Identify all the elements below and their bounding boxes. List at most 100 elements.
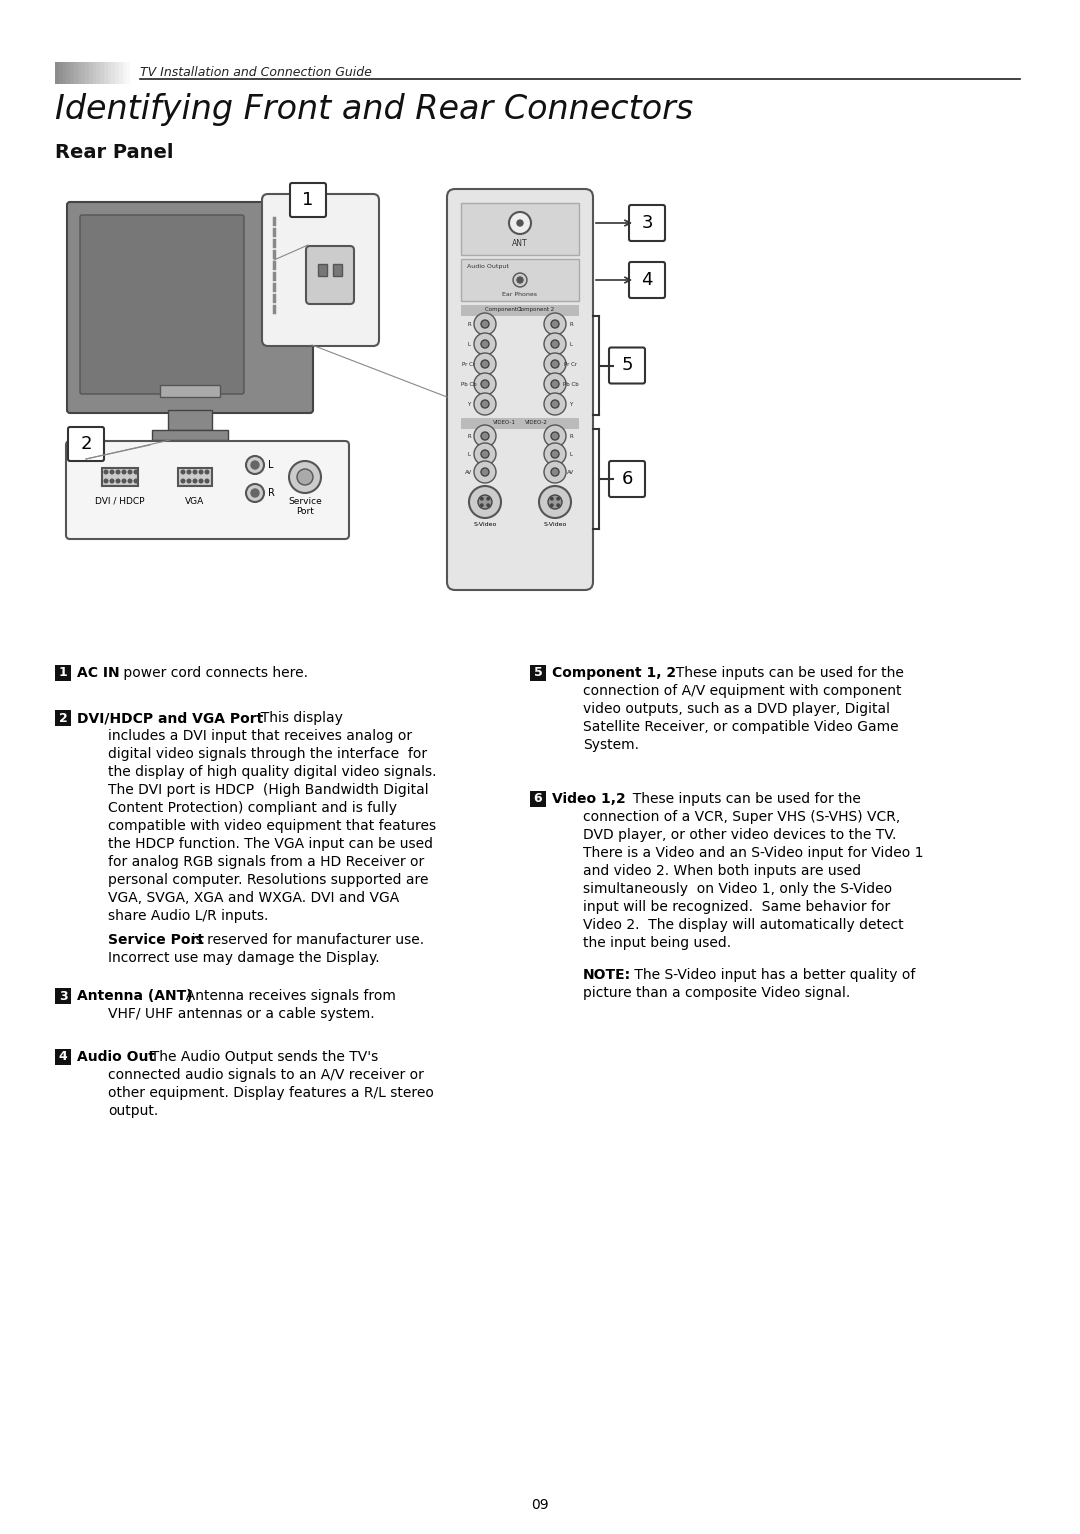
Circle shape: [474, 313, 496, 334]
Circle shape: [246, 485, 264, 502]
Bar: [108, 61, 111, 84]
Text: 5: 5: [534, 666, 542, 680]
Bar: [63, 61, 66, 84]
Text: VGA, SVGA, XGA and WXGA. DVI and VGA: VGA, SVGA, XGA and WXGA. DVI and VGA: [108, 891, 400, 905]
Circle shape: [205, 471, 208, 474]
Text: 1: 1: [58, 666, 67, 680]
Text: for analog RGB signals from a HD Receiver or: for analog RGB signals from a HD Receive…: [108, 854, 424, 868]
Circle shape: [487, 497, 489, 500]
Text: AC IN: AC IN: [77, 666, 120, 680]
Text: Video 1,2: Video 1,2: [552, 792, 625, 805]
Text: Service: Service: [288, 497, 322, 506]
Circle shape: [129, 471, 132, 474]
Circle shape: [268, 288, 272, 293]
Circle shape: [117, 471, 120, 474]
Circle shape: [273, 261, 276, 265]
Text: share Audio L/R inputs.: share Audio L/R inputs.: [108, 910, 268, 923]
Circle shape: [110, 471, 113, 474]
Bar: [461, 305, 579, 316]
Text: The Audio Output sends the TV's: The Audio Output sends the TV's: [141, 1049, 378, 1065]
Bar: [333, 264, 342, 276]
Bar: [58, 61, 63, 84]
Bar: [78, 61, 81, 84]
Circle shape: [129, 479, 132, 483]
Circle shape: [544, 462, 566, 483]
Text: compatible with video equipment that features: compatible with video equipment that fea…: [108, 819, 436, 833]
Circle shape: [487, 505, 489, 506]
Circle shape: [544, 373, 566, 394]
Circle shape: [193, 471, 197, 474]
Text: R: R: [468, 322, 471, 327]
Text: Content Protection) compliant and is fully: Content Protection) compliant and is ful…: [108, 801, 397, 815]
Bar: [55, 1049, 71, 1065]
Text: Incorrect use may damage the Display.: Incorrect use may damage the Display.: [108, 951, 380, 965]
Text: System.: System.: [583, 738, 639, 752]
Circle shape: [474, 393, 496, 416]
Circle shape: [544, 425, 566, 446]
Text: NOTE:: NOTE:: [583, 968, 631, 982]
Circle shape: [481, 433, 489, 440]
Circle shape: [268, 261, 272, 265]
Circle shape: [474, 333, 496, 354]
Text: DVI / HDCP: DVI / HDCP: [95, 497, 145, 506]
Bar: [85, 61, 89, 84]
Text: 2: 2: [58, 712, 67, 724]
FancyBboxPatch shape: [66, 440, 349, 538]
Text: output.: output.: [108, 1104, 159, 1118]
Text: digital video signals through the interface  for: digital video signals through the interf…: [108, 747, 427, 761]
Circle shape: [551, 360, 559, 368]
Text: 4: 4: [642, 272, 652, 288]
Bar: [55, 710, 71, 726]
Text: Port: Port: [296, 508, 314, 517]
Circle shape: [481, 468, 489, 476]
Text: AV: AV: [465, 469, 473, 474]
Text: ANT: ANT: [512, 238, 528, 247]
Circle shape: [544, 393, 566, 416]
Text: R: R: [569, 434, 572, 439]
Circle shape: [539, 486, 571, 518]
Circle shape: [481, 449, 489, 459]
Bar: [66, 61, 70, 84]
Bar: [114, 61, 119, 84]
Circle shape: [187, 471, 191, 474]
Bar: [530, 792, 546, 807]
Text: 09: 09: [531, 1499, 549, 1513]
Text: Pb Cb: Pb Cb: [461, 382, 477, 387]
Bar: [152, 430, 228, 440]
Circle shape: [548, 495, 562, 509]
Circle shape: [469, 486, 501, 518]
Text: connection of a VCR, Super VHS (S-VHS) VCR,: connection of a VCR, Super VHS (S-VHS) V…: [583, 810, 901, 824]
Text: is reserved for manufacturer use.: is reserved for manufacturer use.: [183, 933, 424, 946]
Text: Pb Cb: Pb Cb: [563, 382, 579, 387]
Text: Rear Panel: Rear Panel: [55, 143, 174, 161]
Circle shape: [278, 247, 282, 252]
Text: DVI/HDCP and VGA Port: DVI/HDCP and VGA Port: [77, 710, 264, 726]
Circle shape: [110, 479, 113, 483]
Circle shape: [551, 321, 559, 328]
Text: L: L: [468, 342, 471, 347]
Text: Service Port: Service Port: [108, 933, 204, 946]
Text: L: L: [569, 342, 572, 347]
Bar: [461, 417, 579, 430]
Text: Satellite Receiver, or compatible Video Game: Satellite Receiver, or compatible Video …: [583, 719, 899, 733]
Circle shape: [557, 497, 559, 500]
Circle shape: [517, 219, 523, 225]
Text: There is a Video and an S-Video input for Video 1: There is a Video and an S-Video input fo…: [583, 845, 923, 861]
Text: connected audio signals to an A/V receiver or: connected audio signals to an A/V receiv…: [108, 1068, 423, 1081]
Bar: [119, 61, 122, 84]
FancyBboxPatch shape: [609, 348, 645, 384]
Circle shape: [481, 321, 489, 328]
Text: R: R: [569, 322, 572, 327]
Circle shape: [544, 333, 566, 354]
Text: Identifying Front and Rear Connectors: Identifying Front and Rear Connectors: [55, 94, 693, 126]
Bar: [318, 264, 327, 276]
Circle shape: [283, 275, 287, 279]
Circle shape: [193, 479, 197, 483]
Bar: [81, 61, 85, 84]
Text: the HDCP function. The VGA input can be used: the HDCP function. The VGA input can be …: [108, 838, 433, 851]
Text: other equipment. Display features a R/L stereo: other equipment. Display features a R/L …: [108, 1086, 434, 1100]
Text: L: L: [569, 451, 572, 457]
Circle shape: [181, 471, 185, 474]
Circle shape: [551, 341, 559, 348]
Circle shape: [278, 288, 282, 293]
